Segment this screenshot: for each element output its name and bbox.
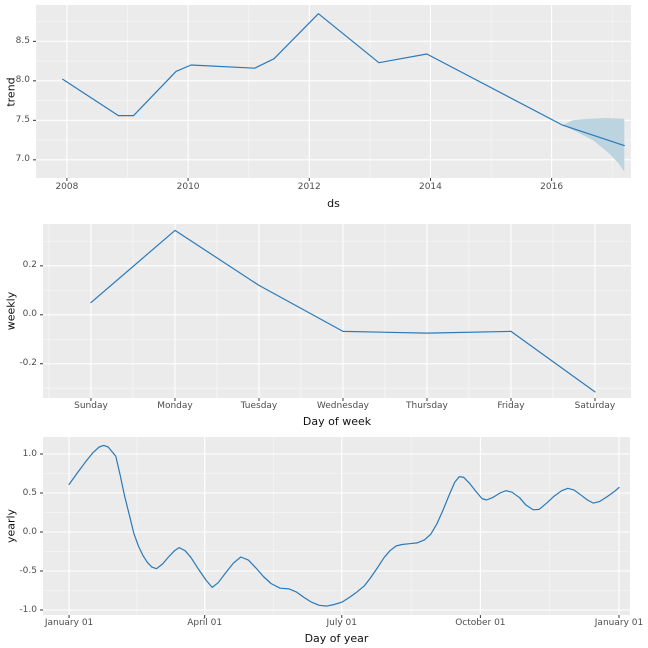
x-tick-label: July 01	[326, 618, 358, 628]
y-tick-label: 0.0	[22, 526, 37, 537]
trend-uncertainty-band	[562, 118, 625, 172]
y-tick-label: 7.5	[15, 114, 30, 125]
trend-panel-background	[36, 5, 631, 178]
trend-line	[62, 13, 625, 147]
weekly-panel: weekly Day of week Sunday Monday Tuesday We…	[0, 216, 648, 432]
x-tick-label: January 01	[44, 618, 94, 628]
x-tick-label: Sunday	[74, 401, 108, 411]
weekly-x-axis-title: Day of week	[302, 415, 372, 428]
y-tick-label: 0.0	[22, 309, 37, 320]
y-tick-label: -0.2	[19, 358, 37, 369]
y-tick-label: -1.0	[19, 604, 37, 615]
y-tick-label: 8.5	[15, 35, 30, 46]
trend-plot	[33, 5, 631, 181]
y-tick-label: 7.0	[15, 154, 30, 165]
x-tick-label: Saturday	[574, 401, 616, 411]
yearly-y-axis-title: yearly	[4, 508, 18, 544]
yearly-x-axis-title: Day of year	[304, 632, 369, 645]
x-tick-label: Friday	[497, 401, 525, 411]
trend-panel: trend ds 2008 2010 2012 2014 2016 7.0 7.5 8.0 8.…	[0, 0, 648, 216]
x-tick-label: April 01	[187, 618, 223, 628]
x-tick-label: 2016	[540, 182, 564, 192]
x-tick-label: Wednesday	[316, 401, 370, 411]
y-tick-label: 0.5	[22, 487, 37, 498]
yearly-panel: yearly Day of year January 01 April 01 Jul…	[0, 432, 648, 648]
weekly-line	[90, 229, 596, 393]
weekly-plot	[40, 224, 631, 401]
y-tick-label: 1.0	[22, 448, 37, 459]
y-tick-label: 8.0	[15, 75, 30, 86]
x-tick-label: 2008	[55, 182, 79, 192]
x-tick-label: Thursday	[406, 401, 448, 411]
x-tick-label: Monday	[157, 401, 193, 411]
x-tick-label: 2010	[176, 182, 200, 192]
trend-x-axis-title: ds	[327, 197, 340, 210]
yearly-panel-background	[43, 437, 630, 615]
yearly-plot	[40, 437, 630, 618]
weekly-y-axis-title: weekly	[4, 291, 18, 331]
yearly-line	[68, 444, 620, 607]
x-tick-label: January 01	[594, 618, 644, 628]
x-tick-label: 2014	[418, 182, 442, 192]
weekly-panel-background	[43, 224, 631, 398]
x-tick-label: Tuesday	[240, 401, 278, 411]
y-tick-label: -0.5	[19, 565, 37, 576]
x-tick-label: October 01	[455, 618, 506, 628]
y-tick-label: 0.2	[22, 260, 37, 271]
x-tick-label: 2012	[297, 182, 321, 192]
